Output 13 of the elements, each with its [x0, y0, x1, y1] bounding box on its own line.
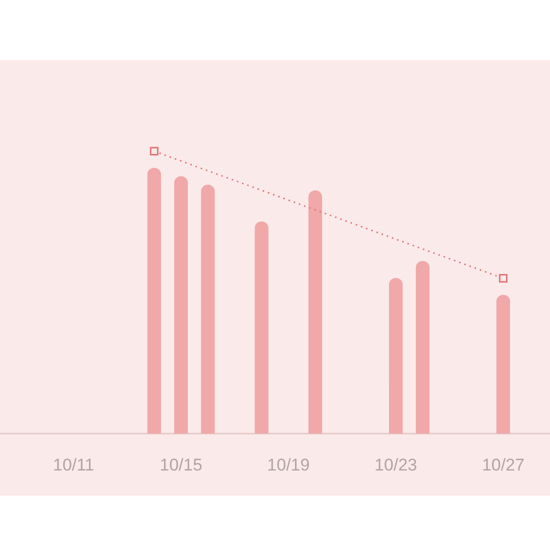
x-tick-label: 10/19 — [267, 455, 310, 474]
x-tick-label: 10/11 — [52, 455, 94, 474]
bar — [254, 221, 268, 434]
bar — [416, 261, 430, 434]
bar — [388, 278, 403, 434]
x-tick-label: 10/23 — [374, 455, 418, 474]
bar — [174, 176, 188, 434]
bar — [496, 294, 510, 434]
x-tick-label: 10/15 — [160, 455, 202, 474]
bar — [201, 184, 215, 434]
bar — [308, 190, 322, 434]
x-tick-label: 10/27 — [482, 455, 524, 474]
bar — [147, 168, 162, 434]
